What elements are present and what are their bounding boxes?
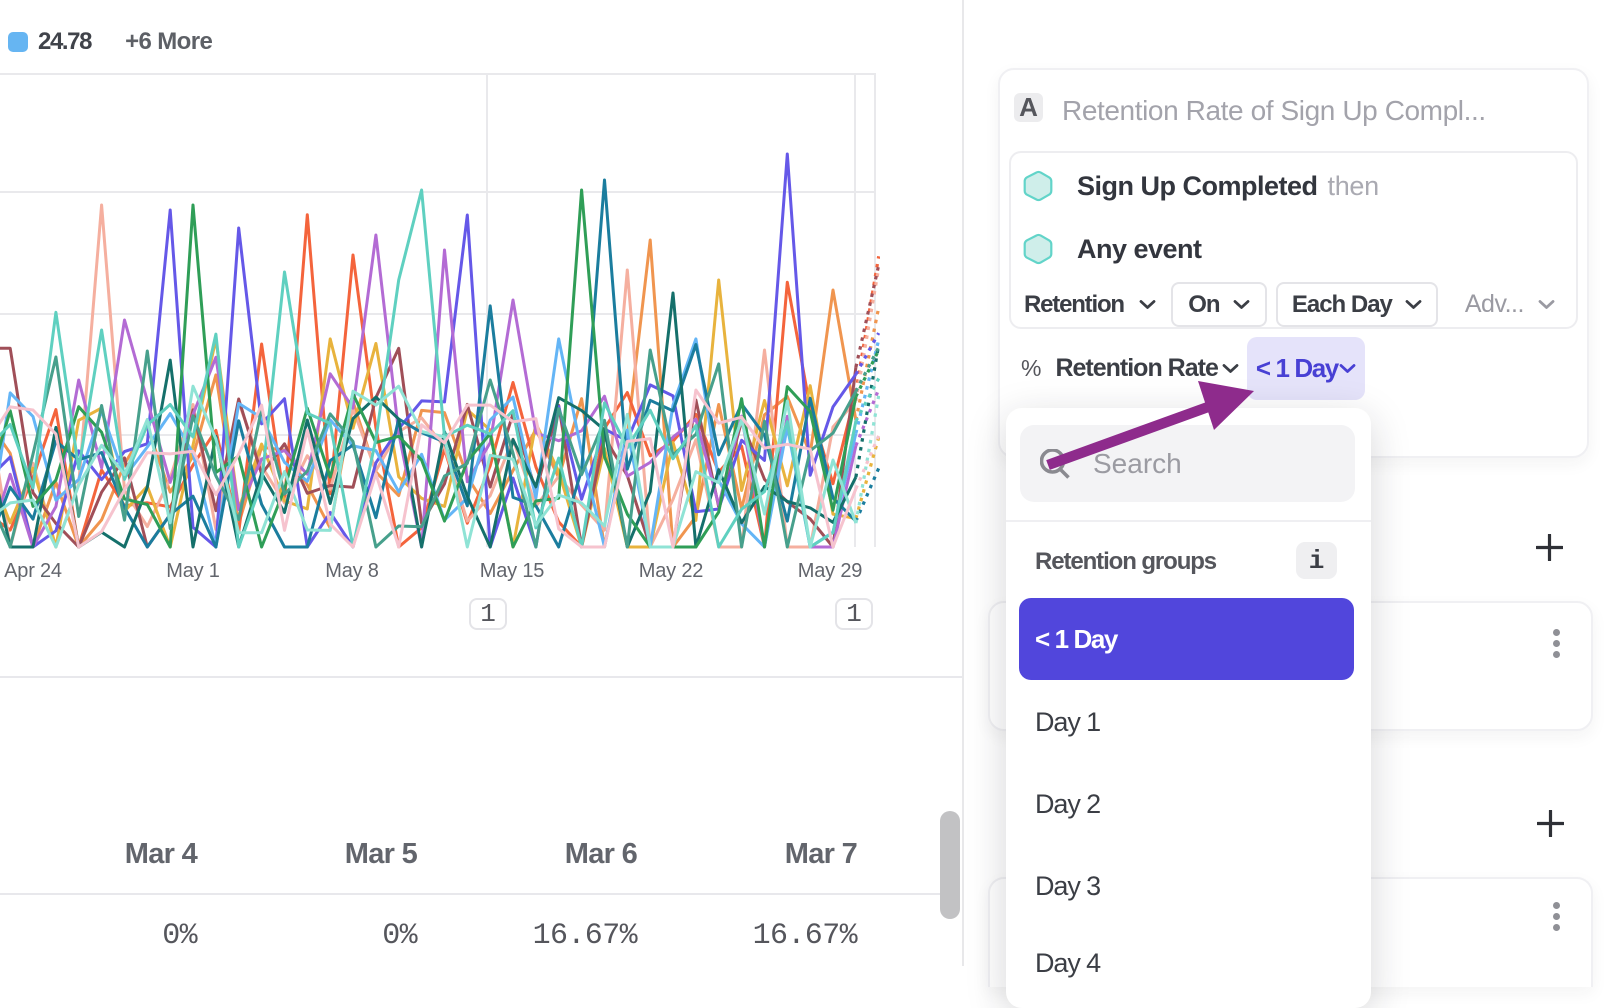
svg-text:May 22: May 22 [639,560,703,582]
svg-text:May 1: May 1 [166,560,220,582]
svg-text:Apr 24: Apr 24 [4,560,62,582]
svg-text:May 29: May 29 [798,560,862,582]
svg-text:May 15: May 15 [480,560,544,582]
svg-text:May 8: May 8 [325,560,379,582]
